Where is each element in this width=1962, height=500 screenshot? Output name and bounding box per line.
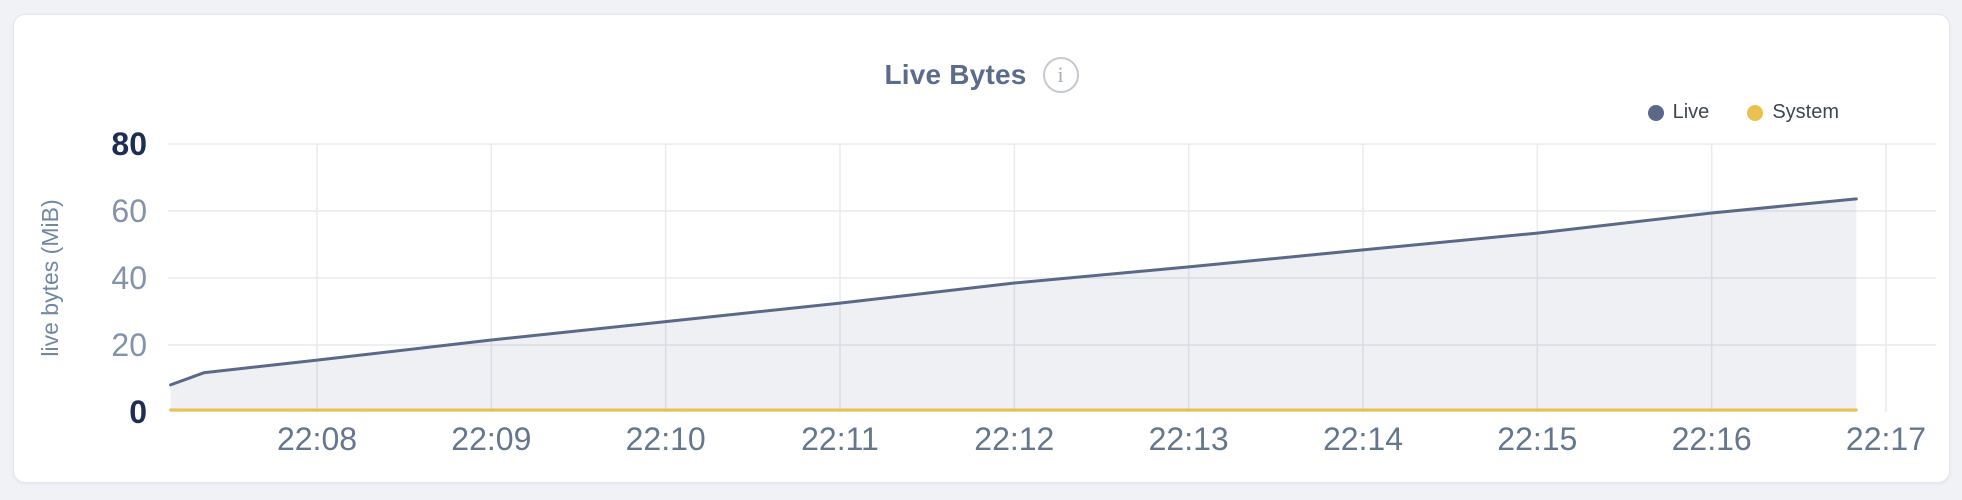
legend-item-system[interactable]: System	[1747, 101, 1839, 124]
chart-header: Live Bytes i	[14, 57, 1949, 93]
legend-dot-system-icon	[1747, 104, 1764, 121]
legend-dot-live-icon	[1647, 104, 1664, 121]
legend-item-live[interactable]: Live	[1647, 101, 1710, 124]
legend-label-live: Live	[1672, 101, 1710, 123]
chart-title: Live Bytes	[884, 59, 1027, 90]
info-icon[interactable]: i	[1042, 57, 1079, 93]
legend-label-system: System	[1772, 101, 1839, 123]
chart-legend: Live System	[1647, 101, 1839, 124]
chart-card: Live Bytes i Live System	[13, 14, 1950, 483]
